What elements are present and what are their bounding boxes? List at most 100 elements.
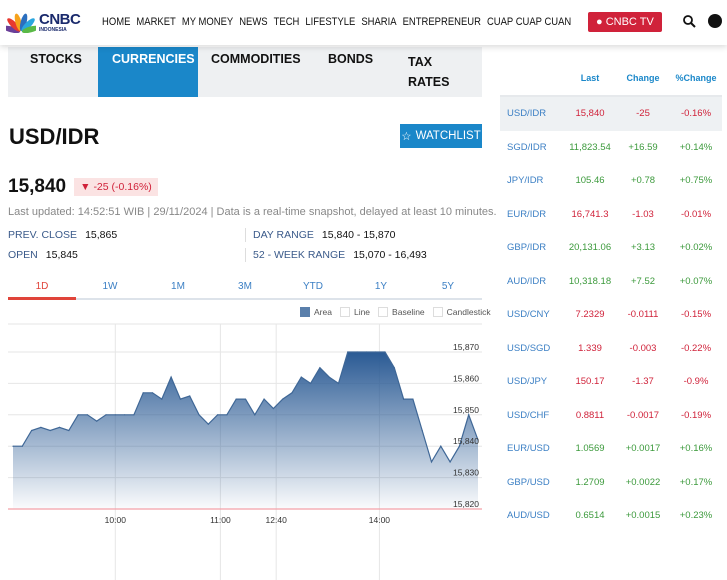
prev-close-label: PREV. CLOSE bbox=[8, 229, 78, 241]
pair-link[interactable]: USD/SGD bbox=[507, 342, 551, 354]
table-row[interactable]: AUD/USD 0.6514 +0.0015 +0.23% bbox=[500, 499, 722, 533]
pair-link[interactable]: GBP/USD bbox=[507, 476, 550, 488]
chart-type-label: Line bbox=[353, 307, 371, 317]
data-point bbox=[356, 351, 358, 353]
table-row[interactable]: AUD/IDR 10,318.18 +7.52 +0.07% bbox=[500, 265, 722, 299]
pair-link[interactable]: GBP/IDR bbox=[507, 242, 547, 254]
data-point bbox=[291, 392, 293, 394]
x-tick-label: 12:40 bbox=[266, 515, 288, 525]
nav-market[interactable]: MARKET bbox=[136, 16, 176, 28]
chart-type-baseline[interactable]: Baseline bbox=[378, 307, 425, 317]
pair-link[interactable]: EUR/IDR bbox=[507, 208, 547, 220]
range-5y[interactable]: 5Y bbox=[441, 281, 455, 292]
search-icon[interactable] bbox=[683, 15, 696, 28]
change-value: -25 bbox=[636, 108, 650, 120]
data-point bbox=[226, 414, 228, 416]
change-value: -1.03 bbox=[632, 208, 654, 220]
tab-stocks[interactable]: STOCKS bbox=[30, 52, 82, 66]
nav-tech[interactable]: TECH bbox=[273, 16, 300, 28]
range-1d[interactable]: 1D bbox=[8, 281, 76, 300]
nav-sharia[interactable]: SHARIA bbox=[361, 16, 397, 28]
pair-link[interactable]: AUD/USD bbox=[507, 510, 550, 522]
nav-entrepreneur[interactable]: ENTREPRENEUR bbox=[402, 16, 481, 28]
cnbc-logo[interactable]: CNBC INDONESIA bbox=[6, 11, 81, 33]
range-1w[interactable]: 1W bbox=[102, 281, 118, 292]
pct-change-value: -0.01% bbox=[680, 208, 712, 220]
peacock-icon bbox=[6, 13, 36, 33]
data-point bbox=[412, 398, 414, 400]
data-point bbox=[170, 376, 172, 378]
nav-news[interactable]: NEWS bbox=[239, 16, 268, 28]
change-value: +0.0022 bbox=[625, 476, 661, 488]
last-value: 15,840 bbox=[575, 108, 605, 120]
checkbox-icon bbox=[432, 307, 443, 317]
range-1y[interactable]: 1Y bbox=[374, 281, 388, 292]
table-row[interactable]: SGD/IDR 11,823.54 +16.59 +0.14% bbox=[500, 131, 722, 165]
chart-type-label: Baseline bbox=[392, 307, 425, 317]
pair-link[interactable]: USD/CNY bbox=[507, 309, 550, 321]
table-row[interactable]: USD/JPY 150.17 -1.37 -0.9% bbox=[500, 365, 722, 399]
data-point bbox=[12, 445, 14, 447]
table-row[interactable]: EUR/IDR 16,741.3 -1.03 -0.01% bbox=[500, 198, 722, 232]
nav-my-money[interactable]: MY MONEY bbox=[181, 16, 234, 28]
pair-link[interactable]: USD/JPY bbox=[507, 376, 548, 388]
change-value: +0.0015 bbox=[625, 510, 661, 522]
data-point bbox=[114, 414, 116, 416]
pair-link[interactable]: JPY/IDR bbox=[507, 175, 544, 187]
data-point bbox=[272, 407, 274, 410]
price-area bbox=[13, 352, 478, 509]
range-1m[interactable]: 1M bbox=[171, 281, 185, 292]
price-chart[interactable]: 15,820 15,830 15,840 15,850 15,860 15,870 10:0… bbox=[0, 320, 490, 580]
data-point bbox=[263, 398, 265, 400]
table-row[interactable]: USD/IDR 15,840 -25 -0.16% bbox=[500, 97, 722, 131]
day-range-label: DAY RANGE bbox=[253, 229, 314, 241]
table-row[interactable]: GBP/USD 1.2709 +0.0022 +0.17% bbox=[500, 466, 722, 500]
nav-cuap-cuap-cuan[interactable]: CUAP CUAP CUAN bbox=[486, 16, 572, 28]
range-3m[interactable]: 3M bbox=[238, 281, 252, 292]
watchlist-label: WATCHLIST bbox=[415, 130, 481, 142]
table-row[interactable]: EUR/USD 1.0569 +0.0017 +0.16% bbox=[500, 432, 722, 466]
table-row[interactable]: USD/SGD 1.339 -0.003 -0.22% bbox=[500, 332, 722, 366]
cnbc-tv-button[interactable]: ● CNBC TV bbox=[588, 12, 662, 32]
tab-commodities[interactable]: COMMODITIES bbox=[211, 52, 301, 66]
data-point bbox=[133, 414, 135, 416]
header-last[interactable]: Last bbox=[580, 72, 600, 83]
data-point bbox=[347, 351, 349, 353]
chart-type-candlestick[interactable]: Candlestick bbox=[432, 307, 491, 317]
data-point bbox=[179, 398, 181, 400]
user-icon[interactable] bbox=[708, 14, 722, 28]
pair-link[interactable]: USD/IDR bbox=[507, 108, 547, 120]
chart-type-line[interactable]: Line bbox=[339, 307, 371, 317]
pct-change-value: +0.14% bbox=[679, 141, 713, 153]
change-value: +0.78 bbox=[630, 175, 656, 187]
header-pct-change[interactable]: %Change bbox=[675, 72, 717, 83]
range-ytd[interactable]: YTD bbox=[303, 281, 323, 292]
header-change[interactable]: Change bbox=[626, 72, 660, 83]
nav-home[interactable]: HOME bbox=[102, 16, 131, 28]
pair-link[interactable]: EUR/USD bbox=[507, 443, 550, 455]
nav-lifestyle[interactable]: LIFESTYLE bbox=[305, 16, 356, 28]
chart-type-label: Candlestick bbox=[446, 307, 491, 317]
tab-bonds[interactable]: BONDS bbox=[328, 52, 374, 66]
table-row[interactable]: JPY/IDR 105.46 +0.78 +0.75% bbox=[500, 164, 722, 198]
last-value: 150.17 bbox=[575, 376, 605, 388]
tab-tax-rates[interactable]: TAX RATES bbox=[408, 47, 449, 97]
pair-link[interactable]: USD/CHF bbox=[507, 409, 550, 421]
tab-currencies[interactable]: CURRENCIES bbox=[98, 47, 198, 97]
data-point bbox=[328, 376, 330, 378]
table-row[interactable]: USD/CNY 7.2329 -0.0111 -0.15% bbox=[500, 298, 722, 332]
last-value: 1.2709 bbox=[575, 476, 605, 488]
table-row[interactable]: USD/CHF 0.8811 -0.0017 -0.19% bbox=[500, 399, 722, 433]
data-point bbox=[254, 414, 256, 416]
last-value: 7.2329 bbox=[575, 309, 605, 321]
watchlist-button[interactable]: ☆ WATCHLIST bbox=[400, 124, 482, 148]
table-row[interactable]: GBP/IDR 20,131.06 +3.13 +0.02% bbox=[500, 231, 722, 265]
site-header: CNBC INDONESIA HOME MARKET MY MONEY NEWS … bbox=[0, 0, 727, 45]
pair-link[interactable]: AUD/IDR bbox=[507, 275, 547, 287]
pair-link[interactable]: SGD/IDR bbox=[507, 141, 547, 153]
data-point bbox=[244, 398, 247, 400]
prev-close-value: 15,865 bbox=[85, 229, 118, 241]
pct-change-value: -0.9% bbox=[683, 376, 709, 388]
change-value: -0.003 bbox=[629, 342, 657, 354]
chart-type-area[interactable]: Area bbox=[300, 307, 332, 317]
